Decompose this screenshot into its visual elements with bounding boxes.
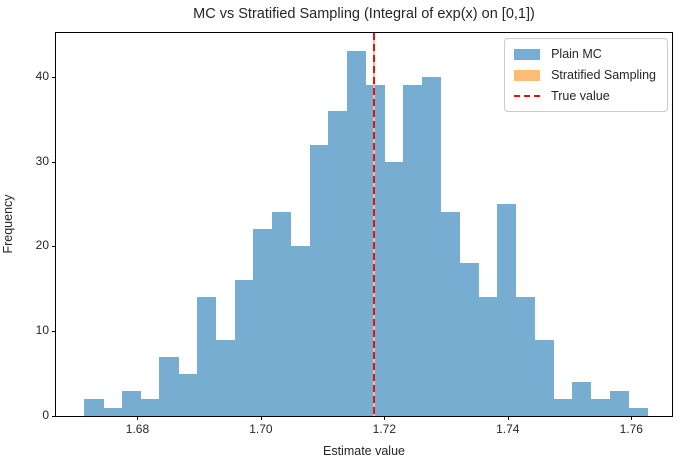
y-tick-label: 0: [42, 408, 49, 422]
histogram-bar: [628, 407, 648, 416]
x-tick-mark: [137, 416, 139, 420]
histogram-bar: [347, 51, 367, 416]
histogram-bar: [384, 161, 404, 416]
plot-area: 1.68 1.70 1.72 1.74 1.76 0 10 20 30 40 Plain MC S…: [36, 32, 673, 436]
histogram-bar: [103, 407, 123, 416]
histogram-bar: [534, 339, 554, 416]
histogram-bar: [84, 399, 104, 416]
y-tick-mark: [52, 246, 56, 248]
legend-item-plain-mc: Plain MC: [514, 47, 656, 61]
histogram-bar: [572, 382, 592, 416]
dashed-line-icon: [514, 95, 541, 97]
histogram-bar: [365, 85, 385, 416]
histogram-bar: [196, 297, 217, 416]
histogram-bar: [272, 212, 292, 416]
y-tick-mark: [52, 331, 56, 333]
y-axis-label: Frequency: [1, 194, 15, 254]
histogram-bar: [497, 203, 517, 416]
x-tick-mark: [260, 416, 262, 420]
histogram-bar: [591, 399, 611, 416]
legend-label: True value: [551, 89, 610, 103]
y-tick-label: 30: [35, 153, 49, 168]
true-value-line: [372, 33, 375, 416]
y-tick-mark: [52, 76, 56, 78]
histogram-bar: [609, 390, 629, 416]
histogram-bar: [459, 263, 479, 416]
histogram-bar: [328, 110, 348, 416]
histogram-bar: [290, 246, 310, 416]
histogram-bar: [515, 297, 536, 416]
histogram-bar: [121, 390, 142, 416]
histogram-bar: [309, 144, 329, 416]
legend-label: Plain MC: [551, 47, 602, 61]
axis-ticks: 1.68 1.70 1.72 1.74 1.76 0 10 20 30 40: [36, 33, 672, 436]
y-tick-label: 20: [35, 238, 49, 253]
legend-item-stratified: Stratified Sampling: [514, 68, 656, 82]
histogram-bar: [422, 76, 442, 416]
chart-title: MC vs Stratified Sampling (Integral of e…: [193, 6, 535, 22]
histogram-bar: [253, 229, 273, 416]
plain-mc-swatch-icon: [514, 48, 541, 60]
legend-item-true-value: True value: [514, 89, 656, 103]
x-axis-label: Estimate value: [323, 444, 405, 458]
x-tick-mark: [384, 416, 386, 420]
histogram-bar: [215, 339, 235, 416]
histogram-bar: [403, 85, 423, 416]
x-tick-mark: [631, 416, 633, 420]
legend: Plain MC Stratified Sampling True value: [504, 38, 668, 112]
x-tick-label: 1.70: [249, 422, 273, 436]
y-tick-mark: [52, 161, 56, 163]
histogram-bar: [553, 399, 573, 416]
histogram-bar: [140, 399, 160, 416]
stratified-swatch-icon: [514, 69, 541, 81]
histogram-bar: [478, 297, 498, 416]
y-tick-label: 10: [35, 323, 49, 338]
histogram-bar: [440, 212, 461, 416]
histogram-bar: [159, 356, 179, 416]
histogram-bar: [178, 373, 198, 416]
histogram-bars: [56, 33, 672, 416]
y-tick-label: 40: [35, 68, 49, 83]
histogram-bar: [234, 280, 254, 416]
legend-label: Stratified Sampling: [551, 68, 656, 82]
x-tick-label: 1.72: [372, 422, 397, 436]
x-tick-label: 1.76: [619, 422, 643, 436]
x-tick-mark: [507, 416, 509, 420]
x-tick-label: 1.68: [125, 422, 150, 436]
x-tick-label: 1.74: [496, 422, 520, 436]
y-tick-mark: [52, 416, 56, 417]
